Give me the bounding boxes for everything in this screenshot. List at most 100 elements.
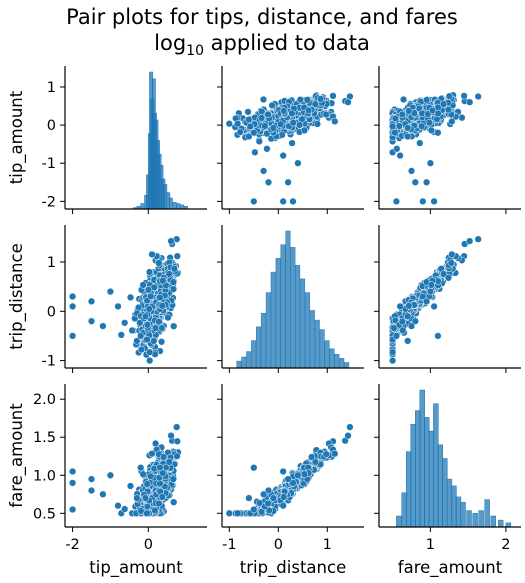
hist-bar [428, 430, 435, 528]
hist-bar [396, 515, 402, 528]
scatter-point [148, 250, 156, 259]
scatter-point [68, 479, 77, 487]
y-tick-label: 1.5 [33, 430, 56, 446]
scatter-point [165, 270, 173, 278]
scatter-point [137, 332, 145, 340]
scatter-point [422, 178, 431, 186]
scatter-point [137, 507, 145, 515]
scatter-point [167, 237, 175, 245]
scatter-point [279, 197, 287, 206]
scatter-point [388, 348, 397, 356]
scatter-point [165, 458, 173, 466]
hist-bar [415, 410, 421, 528]
scatter-point [137, 464, 145, 472]
panel-fare_amount-vs-trip_distance: -1 0 1 [217, 384, 364, 553]
hist-bar [334, 354, 340, 369]
hist-bar [314, 319, 320, 369]
scatter-point [264, 499, 272, 508]
scatter-point [263, 145, 271, 153]
scatter-point [280, 493, 288, 501]
y-tick-label: 0.5 [33, 506, 56, 522]
scatter-point [388, 122, 397, 131]
scatter-point [466, 98, 474, 106]
hist-bar [490, 515, 496, 528]
hist-bar [280, 244, 286, 369]
scatter-point [250, 197, 258, 206]
scatter-point [404, 312, 412, 320]
scatter-point [143, 502, 152, 511]
x-tick-label: 1 [426, 537, 435, 553]
scatter-point [147, 472, 155, 480]
hist-bar [405, 451, 412, 528]
hist-bar [241, 356, 247, 369]
scatter-point [170, 498, 178, 506]
scatter-point [143, 335, 151, 344]
scatter-point [288, 139, 296, 147]
y-tick-label: 2.0 [33, 392, 56, 408]
hist-bar [300, 278, 306, 369]
hist-bar [466, 510, 472, 528]
hist-bar [176, 203, 181, 210]
scatter-point [225, 509, 233, 517]
hist-bar [304, 292, 310, 369]
panel-tip_amount-vs-fare_amount [374, 66, 521, 214]
scatter-point [404, 124, 412, 132]
scatter-point [422, 297, 431, 306]
hist-bar [319, 329, 325, 369]
scatter-point [404, 337, 412, 345]
scatter-point [169, 278, 177, 286]
scatter-point [245, 115, 253, 124]
scatter-point [173, 423, 181, 431]
scatter-point [158, 302, 166, 310]
scatter-point [398, 318, 406, 326]
scatter-point [68, 292, 77, 301]
scatter-point [294, 471, 302, 479]
scatter-point [391, 114, 400, 123]
scatter-point [474, 92, 482, 101]
scatter-point [404, 132, 412, 141]
scatter-point [145, 268, 154, 276]
scatter-point [300, 470, 309, 478]
scatter-point [393, 145, 401, 153]
y-axis-label-tip_amount: tip_amount [7, 90, 27, 184]
hist-bar [498, 519, 504, 528]
hist-bar [285, 230, 291, 369]
scatter-point [150, 337, 158, 345]
scatter-point [261, 122, 269, 130]
scatter-point [434, 332, 442, 340]
scatter-point [141, 312, 150, 320]
scatter-point [121, 319, 129, 327]
y-tick-label: 0 [47, 118, 56, 134]
hist-bar [451, 485, 457, 528]
scatter-point [164, 313, 172, 322]
scatter-point [159, 469, 167, 477]
panel-tip_amount-vs-trip_distance [217, 66, 364, 214]
scatter-point [422, 96, 431, 104]
scatter-point [269, 494, 278, 502]
scatter-point [126, 293, 135, 302]
scatter-point [460, 92, 468, 100]
scatter-point [344, 98, 352, 106]
hist-bar [265, 292, 271, 369]
scatter-point [294, 159, 302, 167]
scatter-point [68, 332, 77, 340]
hist-bar [180, 204, 185, 210]
scatter-point [147, 292, 155, 300]
scatter-point [316, 95, 325, 103]
scatter-point [430, 197, 438, 206]
scatter-point [392, 197, 401, 206]
y-tick-label: 1.0 [33, 468, 56, 484]
scatter-point [395, 122, 403, 130]
scatter-point [405, 107, 413, 115]
scatter-point [284, 475, 292, 483]
hist-bar [309, 310, 315, 369]
scatter-point [257, 114, 266, 122]
scatter-point [173, 437, 181, 445]
scatter-point [133, 494, 141, 502]
scatter-point [144, 286, 153, 294]
scatter-point [259, 95, 268, 104]
scatter-point [167, 432, 175, 440]
hist-bar [260, 312, 266, 369]
scatter-point [245, 132, 253, 141]
scatter-point [146, 356, 154, 365]
